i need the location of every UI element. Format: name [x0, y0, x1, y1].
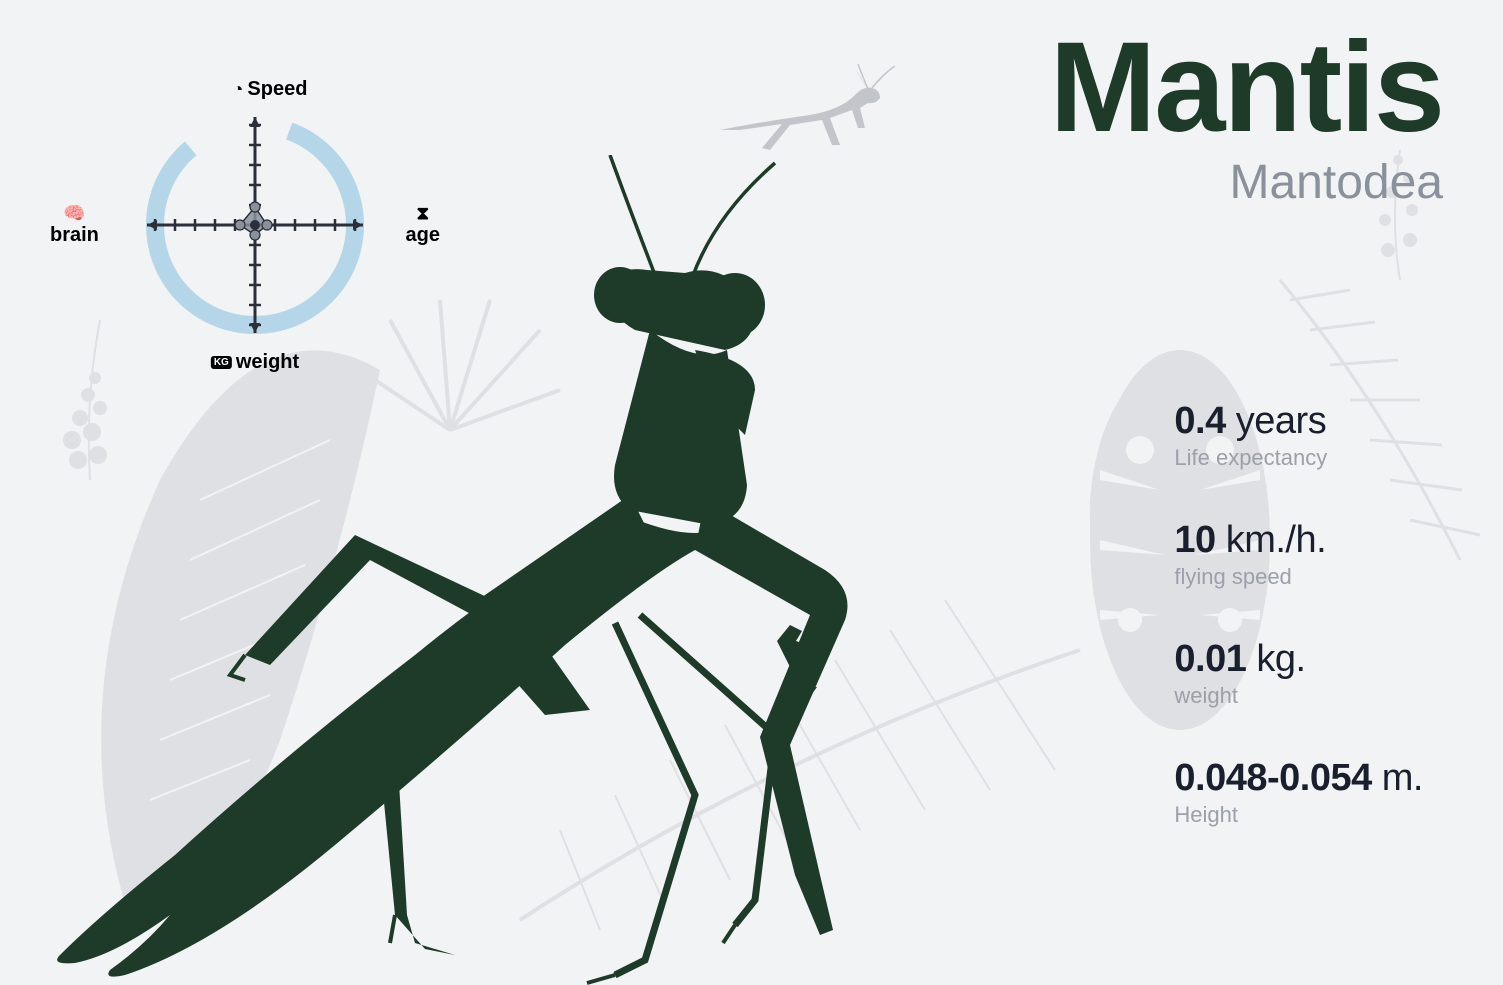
stat-item: 0.048-0.054 m.Height — [1174, 757, 1423, 828]
title-block: Mantis Mantodea — [1050, 30, 1443, 210]
stat-value: 0.01 kg. — [1174, 638, 1423, 681]
speedometer-icon: ◔ — [233, 79, 244, 100]
stat-value: 0.048-0.054 m. — [1174, 757, 1423, 800]
stat-label: Life expectancy — [1174, 445, 1423, 471]
stat-label: weight — [1174, 683, 1423, 709]
stat-item: 0.01 kg.weight — [1174, 638, 1423, 709]
stats-list: 0.4 yearsLife expectancy 10 km./h.flying … — [1174, 400, 1423, 828]
title-subtitle: Mantodea — [1050, 155, 1443, 210]
stat-value: 0.4 years — [1174, 400, 1423, 443]
stat-label: Height — [1174, 802, 1423, 828]
stat-item: 10 km./h.flying speed — [1174, 519, 1423, 590]
small-mantis-icon — [710, 60, 910, 160]
stat-item: 0.4 yearsLife expectancy — [1174, 400, 1423, 471]
radar-label-speed: ◔ Speed — [233, 78, 308, 101]
title-main: Mantis — [1050, 30, 1443, 145]
stat-label: flying speed — [1174, 564, 1423, 590]
main-mantis-silhouette — [55, 155, 995, 985]
stat-value: 10 km./h. — [1174, 519, 1423, 562]
